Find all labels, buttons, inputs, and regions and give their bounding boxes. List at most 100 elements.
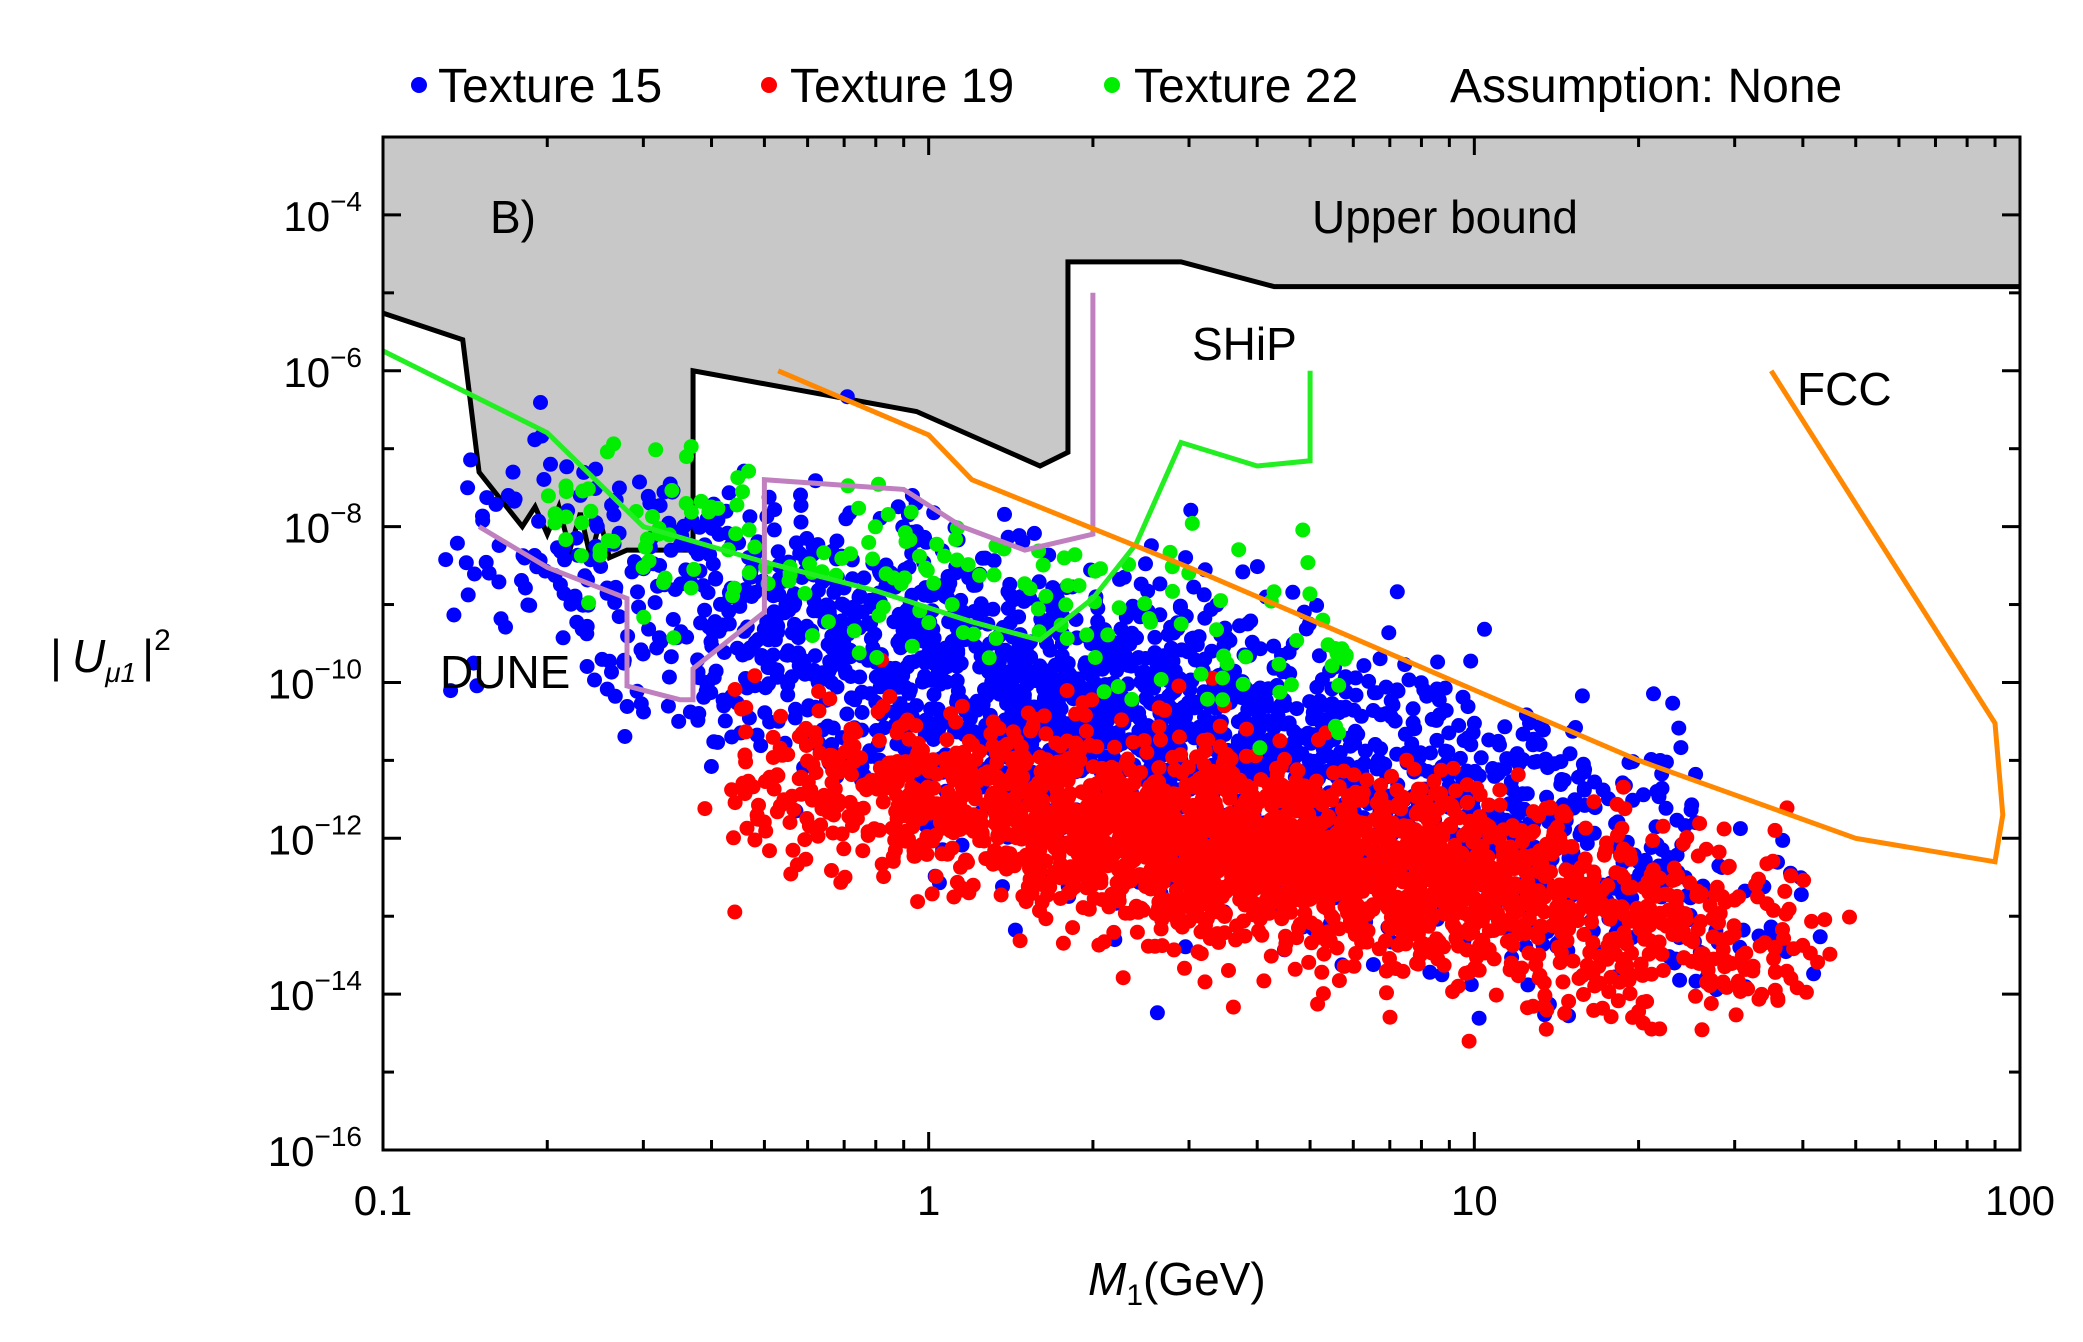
upper-bound-region [383,137,2020,558]
data-point [1383,909,1399,925]
data-point [1235,564,1251,580]
data-point [839,706,855,722]
data-point [1408,789,1424,804]
data-point [1354,838,1370,854]
data-point [695,578,711,594]
data-point [742,509,758,525]
data-point [611,480,627,496]
data-point [1492,782,1508,798]
data-point [1138,556,1153,572]
data-point [1438,743,1453,759]
data-point [1046,837,1062,852]
data-point [1532,967,1548,983]
data-point [1355,785,1371,801]
data-point [1096,684,1112,700]
data-point [460,480,476,496]
data-point [1158,892,1174,908]
data-point [836,597,852,613]
data-point [588,515,604,531]
data-point [1197,709,1212,725]
data-point [559,459,575,475]
y-tick-label: 10−8 [283,498,362,552]
data-point [930,701,946,717]
data-point [1515,786,1531,802]
data-point [769,804,785,820]
data-point [924,886,940,902]
data-point [948,714,964,730]
data-point [1272,733,1288,749]
data-point [871,733,887,749]
data-point [850,801,866,817]
data-point [1335,802,1350,818]
data-point [536,472,552,487]
data-point [1332,745,1348,760]
data-point [889,725,905,741]
data-point [730,470,746,486]
data-point [905,819,921,835]
data-point [1461,1033,1477,1049]
data-point [938,793,954,809]
data-point [1290,824,1306,840]
data-point [727,795,743,811]
data-point [1667,871,1683,887]
data-point [1017,576,1033,592]
data-point [1292,916,1308,932]
data-point [821,663,837,679]
data-point [1441,725,1457,741]
data-point [1324,908,1339,924]
data-point [1751,991,1767,1007]
data-point [1387,799,1403,815]
data-point [1209,825,1225,840]
data-point [1426,773,1442,789]
data-point [1582,944,1598,960]
data-point [741,565,757,581]
data-point [580,481,596,497]
data-point [1348,687,1364,703]
data-point [663,542,679,558]
data-point [645,509,660,525]
data-point [1350,726,1366,742]
data-point [1352,816,1368,832]
data-point [1197,743,1213,759]
data-point [1134,665,1150,680]
data-point [1213,593,1229,609]
data-point [769,669,785,685]
data-point [1605,898,1621,914]
data-point [1477,621,1492,637]
data-point [1418,847,1434,863]
data-point [1055,935,1071,951]
data-point [1000,584,1016,600]
data-point [1174,919,1190,935]
data-point [1138,825,1154,841]
y-axis-sup: 2 [154,624,171,657]
data-point [1058,597,1074,613]
data-point [991,721,1007,736]
data-point [478,554,494,570]
data-point [1066,876,1081,892]
data-point [520,597,536,613]
data-point [1219,860,1235,876]
y-tick-label: 10−16 [268,1121,362,1175]
data-point [1576,782,1592,798]
data-point [657,570,673,586]
data-point [1539,1002,1555,1018]
data-point [773,708,789,724]
data-point [1371,941,1387,957]
data-point [1305,704,1321,720]
data-point [837,869,853,885]
data-point [1219,656,1235,671]
axis-ticks: 0.1 1 10 10010−410−610−810−1010−1210−1410−1… [268,135,2055,1224]
data-point [1271,656,1287,672]
dune-sensitivity-curve [477,292,1096,703]
data-point [912,548,927,564]
data-point [463,452,479,468]
data-point [1421,918,1437,934]
data-point [972,567,987,583]
data-point [993,855,1009,871]
ship-sensitivity-curve [383,348,1313,643]
data-point [1005,724,1021,740]
data-point [711,526,727,542]
data-point [1433,762,1449,778]
data-point [1401,672,1417,688]
data-point [1557,1005,1573,1021]
